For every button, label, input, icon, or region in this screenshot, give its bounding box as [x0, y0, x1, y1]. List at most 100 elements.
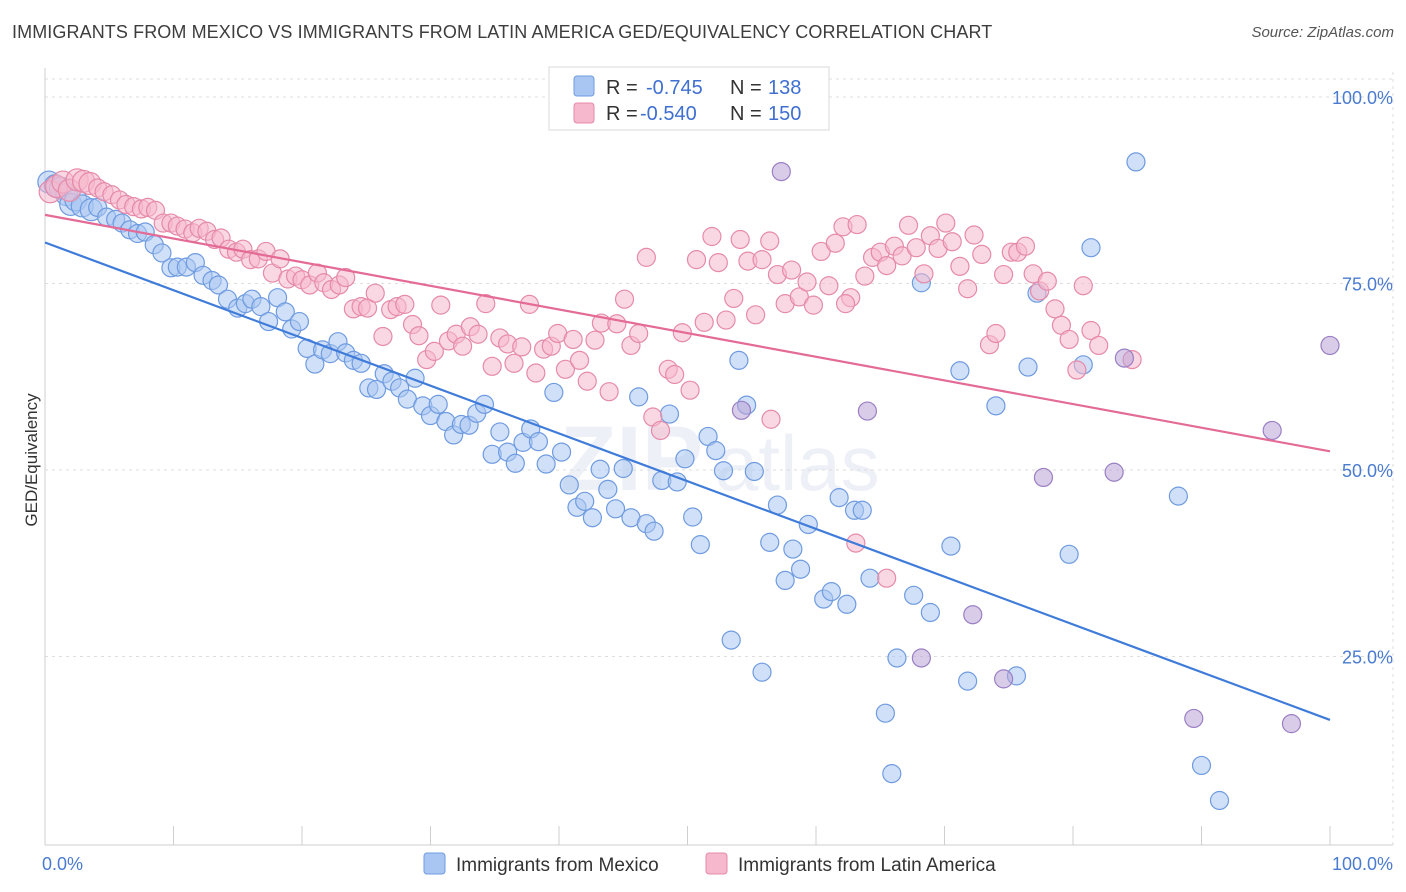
point-mexico-57	[474, 394, 495, 414]
point-latin-91	[702, 226, 722, 247]
trend-lines	[44, 213, 1331, 721]
watermark-atlas: atlas	[715, 419, 880, 507]
point-latin-138	[1045, 299, 1065, 319]
legend-n-value-mexico: 138	[768, 77, 801, 99]
point-latin-102	[781, 260, 802, 280]
point-mexico-103	[829, 488, 849, 508]
bottom-legend-swatch-mexico	[423, 852, 446, 875]
point-latin-142	[1073, 276, 1093, 296]
point-overlap-4	[994, 669, 1014, 689]
point-mexico-106	[852, 500, 872, 520]
point-latin-86	[665, 364, 685, 385]
point-mexico-110	[887, 648, 907, 668]
point-mexico-114	[950, 361, 970, 381]
point-latin-81	[629, 323, 649, 344]
point-latin-104	[797, 272, 817, 292]
point-mexico-31	[275, 302, 295, 322]
point-overlap-10	[1281, 714, 1302, 734]
point-latin-84	[650, 420, 671, 441]
point-latin-127	[964, 225, 984, 245]
correlation-legend: R = -0.745 N = 138 R = -0.540 N = 150	[548, 66, 830, 131]
point-latin-143	[1081, 320, 1101, 341]
point-latin-82	[636, 247, 656, 267]
x-tick-label-max: 100.0%	[1332, 854, 1393, 874]
point-latin-117	[892, 246, 912, 266]
point-mexico-82	[667, 472, 687, 492]
legend-r-value-latin: -0.540	[640, 103, 697, 125]
legend-swatch-latin	[573, 102, 595, 124]
point-mexico-93	[752, 662, 772, 682]
point-overlap-8	[1184, 708, 1204, 729]
point-mexico-73	[598, 479, 618, 499]
point-latin-71	[555, 359, 576, 379]
point-latin-118	[898, 215, 919, 235]
point-latin-89	[686, 250, 707, 270]
point-mexico-94	[760, 532, 780, 552]
point-latin-130	[986, 323, 1006, 344]
point-latin-51	[409, 326, 429, 346]
point-latin-59	[468, 324, 488, 344]
point-mexico-72	[590, 459, 610, 479]
point-mexico-125	[1168, 486, 1188, 506]
point-mexico-126	[941, 536, 961, 556]
point-latin-125	[950, 256, 970, 276]
point-latin-144	[1089, 335, 1109, 356]
point-mexico-23	[208, 275, 229, 295]
point-latin-128	[972, 244, 992, 265]
point-latin-41	[336, 267, 356, 288]
y-tick-label-25: 25.0%	[1342, 648, 1393, 668]
point-latin-57	[453, 336, 473, 356]
point-mexico-115	[958, 671, 978, 691]
point-latin-74	[577, 371, 597, 391]
point-latin-73	[569, 350, 590, 370]
point-mexico-85	[690, 534, 710, 555]
point-latin-145	[835, 294, 856, 314]
point-latin-112	[855, 266, 875, 286]
point-latin-106	[811, 241, 831, 262]
point-latin-115	[877, 255, 897, 276]
point-mexico-28	[251, 297, 271, 317]
point-mexico-90	[729, 350, 749, 370]
point-mexico-104	[837, 594, 857, 614]
point-latin-99	[760, 231, 780, 251]
trend-line-latin	[44, 213, 1331, 453]
point-latin-123	[936, 213, 956, 233]
point-mexico-107	[860, 568, 880, 588]
chart-title: IMMIGRANTS FROM MEXICO VS IMMIGRANTS FRO…	[12, 22, 993, 42]
point-mexico-81	[659, 404, 680, 424]
legend-r-label-mexico: R =	[606, 77, 638, 99]
legend-r-label-latin: R =	[606, 103, 638, 125]
point-latin-79	[614, 289, 635, 309]
point-latin-75	[585, 330, 605, 350]
point-overlap-0	[771, 162, 791, 182]
point-overlap-11	[1320, 335, 1340, 356]
point-mexico-33	[289, 311, 310, 332]
point-latin-92	[708, 253, 728, 273]
x-tick-label-min: 0.0%	[42, 854, 83, 874]
point-mexico-118	[1018, 357, 1038, 377]
point-latin-95	[730, 229, 750, 250]
point-mexico-89	[721, 630, 741, 650]
point-latin-53	[424, 341, 444, 361]
point-mexico-98	[790, 559, 811, 579]
data-points	[37, 84, 1340, 811]
point-latin-72	[563, 329, 583, 350]
point-latin-119	[906, 238, 926, 258]
point-latin-111	[847, 214, 867, 235]
point-latin-78	[607, 314, 627, 334]
legend-n-label-latin: N =	[730, 103, 762, 125]
point-mexico-77	[629, 387, 649, 407]
chart-source: Source: ZipAtlas.com	[1251, 24, 1394, 41]
point-latin-98	[752, 250, 772, 270]
point-mexico-64	[528, 432, 549, 452]
point-latin-94	[724, 288, 744, 309]
point-mexico-71	[582, 508, 603, 528]
point-mexico-83	[675, 449, 695, 469]
point-mexico-16	[152, 243, 172, 263]
point-latin-105	[803, 295, 824, 315]
legend-n-label-mexico: N =	[730, 77, 762, 99]
point-mexico-122	[1081, 238, 1101, 258]
point-mexico-70	[575, 491, 595, 511]
point-latin-97	[746, 305, 766, 325]
